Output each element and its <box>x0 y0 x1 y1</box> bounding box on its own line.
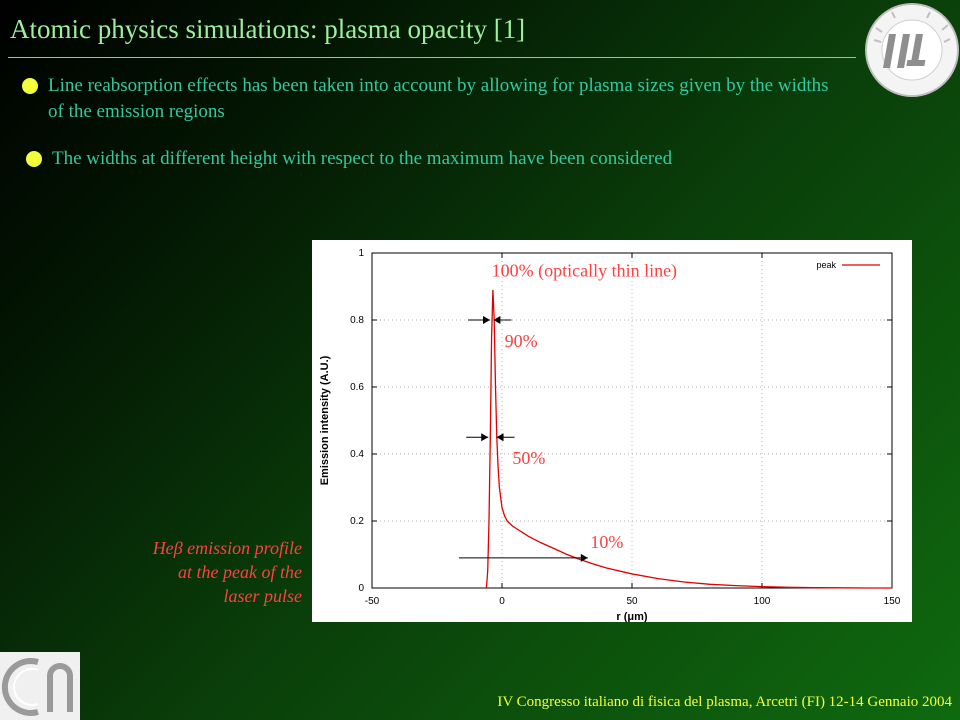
y-tick-label: 0.4 <box>350 449 364 460</box>
bullet-item-2: The widths at different height with resp… <box>26 146 852 172</box>
y-axis-label: Emission intensity (A.U.) <box>319 355 331 485</box>
caption-symbol: β <box>173 538 183 558</box>
caption-line3: laser pulse <box>223 586 303 606</box>
caption-line1: emission profile <box>182 538 302 558</box>
x-axis-label: r (μm) <box>616 611 648 622</box>
annotation-label: 10% <box>590 532 623 552</box>
bullet-item-1: Line reabsorption effects has been taken… <box>22 73 848 125</box>
x-tick-label: -50 <box>365 596 380 607</box>
caption-line2: at the peak of the <box>178 562 302 582</box>
series-line-peak <box>485 289 892 589</box>
width-marker-arrow <box>483 316 491 324</box>
width-marker-arrow <box>493 316 501 324</box>
y-tick-label: 0.6 <box>350 382 364 393</box>
plot-caption: Heβ emission profile at the peak of the … <box>60 536 302 608</box>
legend-label: peak <box>816 260 836 270</box>
y-tick-label: 1 <box>358 248 364 259</box>
footer-text: IV Congresso italiano di fisica del plas… <box>497 694 952 710</box>
width-marker-arrow <box>496 433 504 442</box>
bullet-text-2: The widths at different height with resp… <box>52 148 673 169</box>
y-tick-label: 0.8 <box>350 315 364 326</box>
bullet-dot-icon <box>22 78 38 94</box>
cnr-logo-icon <box>0 652 80 720</box>
width-marker-arrow <box>580 553 588 562</box>
bullet-text-1: Line reabsorption effects has been taken… <box>48 75 829 122</box>
annotation-label: 50% <box>512 448 545 468</box>
x-tick-label: 50 <box>626 596 638 607</box>
annotation-label: 90% <box>505 331 538 351</box>
x-tick-label: 150 <box>884 596 901 607</box>
y-tick-label: 0 <box>358 583 364 594</box>
bullet-dot-icon <box>26 151 42 167</box>
ilil-logo-icon <box>865 3 959 97</box>
y-tick-label: 0.2 <box>350 516 364 527</box>
x-tick-label: 0 <box>499 596 505 607</box>
title-rule <box>8 57 856 58</box>
annotation-label: 100% (optically thin line) <box>492 260 677 281</box>
caption-prefix: He <box>152 538 174 558</box>
slide-title: Atomic physics simulations: plasma opaci… <box>10 14 526 44</box>
width-marker-arrow <box>481 433 489 442</box>
x-tick-label: 100 <box>754 596 771 607</box>
